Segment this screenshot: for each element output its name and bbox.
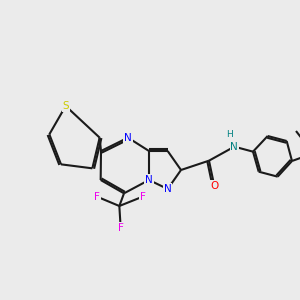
Text: F: F xyxy=(140,192,146,202)
Text: N: N xyxy=(164,184,172,194)
Text: S: S xyxy=(62,101,69,111)
Text: N: N xyxy=(145,175,153,185)
Text: F: F xyxy=(94,192,100,202)
Text: N: N xyxy=(124,133,132,143)
Text: H: H xyxy=(226,130,233,139)
Text: O: O xyxy=(210,181,218,191)
Text: N: N xyxy=(230,142,238,152)
Text: F: F xyxy=(118,223,124,233)
